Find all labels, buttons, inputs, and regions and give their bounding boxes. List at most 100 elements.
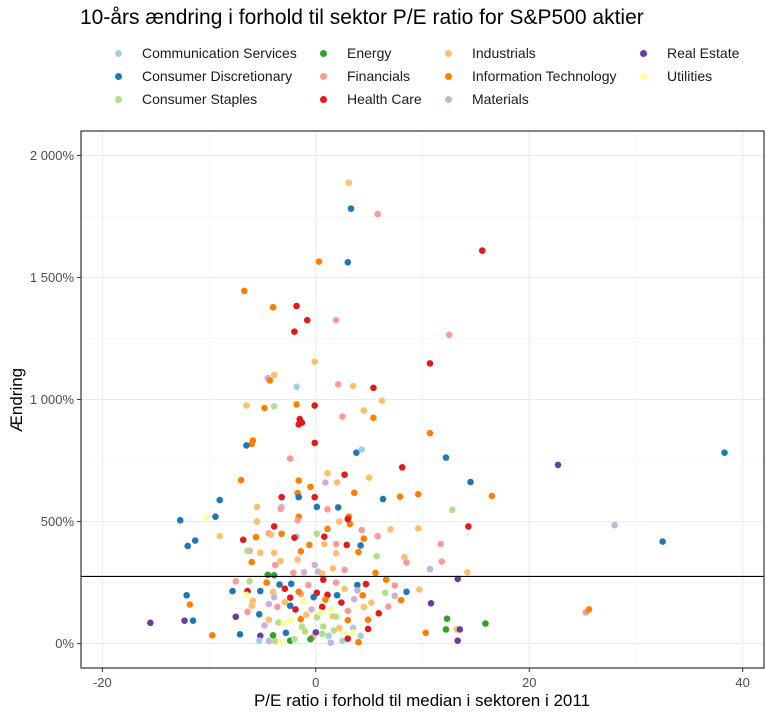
data-point xyxy=(364,616,372,623)
data-point xyxy=(449,506,456,514)
data-point xyxy=(298,419,306,426)
data-point xyxy=(315,258,323,265)
legend-label: Industrials xyxy=(472,45,536,61)
data-point xyxy=(308,606,315,613)
data-point xyxy=(252,533,260,541)
legend: Communication Services Consumer Discretio… xyxy=(115,44,765,114)
data-point xyxy=(248,602,256,610)
data-point xyxy=(334,504,342,511)
data-point xyxy=(236,631,244,638)
data-point xyxy=(360,603,368,611)
data-point xyxy=(482,620,489,627)
data-point xyxy=(243,591,250,599)
data-point xyxy=(281,585,289,592)
data-point xyxy=(454,575,462,583)
data-point xyxy=(382,576,390,583)
data-point xyxy=(330,627,338,634)
data-point xyxy=(370,384,377,392)
legend-marker-icon xyxy=(445,95,452,103)
data-point xyxy=(467,478,474,486)
data-point xyxy=(319,576,327,583)
data-point xyxy=(391,592,399,600)
data-point xyxy=(267,531,275,539)
data-point xyxy=(721,449,728,457)
legend-label: Materials xyxy=(472,91,529,107)
legend-marker-icon xyxy=(115,72,122,80)
data-point xyxy=(322,479,329,486)
data-point xyxy=(324,525,331,533)
gridlines xyxy=(81,131,764,668)
data-point xyxy=(311,439,319,447)
legend-marker-icon xyxy=(640,49,647,57)
chart-title: 10-års ændring i forhold til sektor P/E … xyxy=(80,6,644,29)
data-point xyxy=(427,600,435,607)
data-point xyxy=(295,477,303,484)
data-point xyxy=(183,591,190,599)
data-point xyxy=(293,383,300,391)
data-point xyxy=(311,358,319,365)
y-tick-label: 1 000% xyxy=(30,392,75,407)
data-point xyxy=(318,630,326,638)
data-point xyxy=(415,586,423,593)
data-point xyxy=(373,552,380,560)
data-point xyxy=(414,490,422,498)
legend-label: Real Estate xyxy=(667,45,740,61)
data-point xyxy=(243,402,250,409)
data-point xyxy=(311,402,319,409)
legend-label: Consumer Staples xyxy=(142,91,258,107)
legend-item: Consumer Discretionary xyxy=(107,66,292,86)
x-tick-label: -20 xyxy=(93,675,112,690)
data-point xyxy=(292,606,299,613)
data-point xyxy=(365,474,373,481)
data-point xyxy=(347,205,355,212)
data-point xyxy=(442,454,450,461)
data-point xyxy=(437,540,444,548)
data-point xyxy=(313,503,321,511)
data-point xyxy=(335,518,343,525)
y-tick-label: 1 500% xyxy=(30,270,75,285)
data-point xyxy=(332,540,340,548)
data-point xyxy=(181,617,188,624)
data-point xyxy=(341,585,348,593)
data-point xyxy=(312,629,320,636)
data-point xyxy=(237,476,245,484)
legend-marker-icon xyxy=(445,72,452,80)
x-axis-title: P/E ratio i forhold til median i sektore… xyxy=(254,691,590,710)
data-point xyxy=(454,637,462,644)
data-point xyxy=(269,588,277,596)
data-point xyxy=(344,259,352,266)
data-point xyxy=(374,210,381,218)
legend-label: Communication Services xyxy=(142,45,297,61)
y-tick-label: 2 000% xyxy=(30,148,75,163)
data-point xyxy=(286,602,294,610)
data-point xyxy=(355,548,362,556)
data-point xyxy=(265,600,273,608)
data-point xyxy=(270,549,278,557)
data-point xyxy=(401,553,408,561)
data-point xyxy=(253,503,261,511)
data-point xyxy=(305,581,312,589)
data-point xyxy=(281,598,289,606)
legend-label: Health Care xyxy=(347,91,422,107)
data-point xyxy=(291,328,298,335)
legend-item: Consumer Staples xyxy=(107,89,257,109)
data-point xyxy=(295,588,303,596)
legend-item: Financials xyxy=(312,66,410,86)
data-point xyxy=(311,561,319,569)
data-point xyxy=(374,532,381,540)
data-point xyxy=(332,316,340,324)
data-point xyxy=(265,616,273,623)
data-point xyxy=(341,566,348,574)
data-point xyxy=(396,493,404,500)
data-point xyxy=(364,625,372,633)
data-point xyxy=(311,493,319,501)
data-point xyxy=(335,624,343,632)
data-point xyxy=(264,571,272,579)
data-point xyxy=(478,247,486,254)
data-point xyxy=(367,599,375,606)
data-point xyxy=(488,492,496,500)
data-point xyxy=(261,622,268,629)
data-point xyxy=(414,525,422,532)
data-point xyxy=(359,591,367,599)
